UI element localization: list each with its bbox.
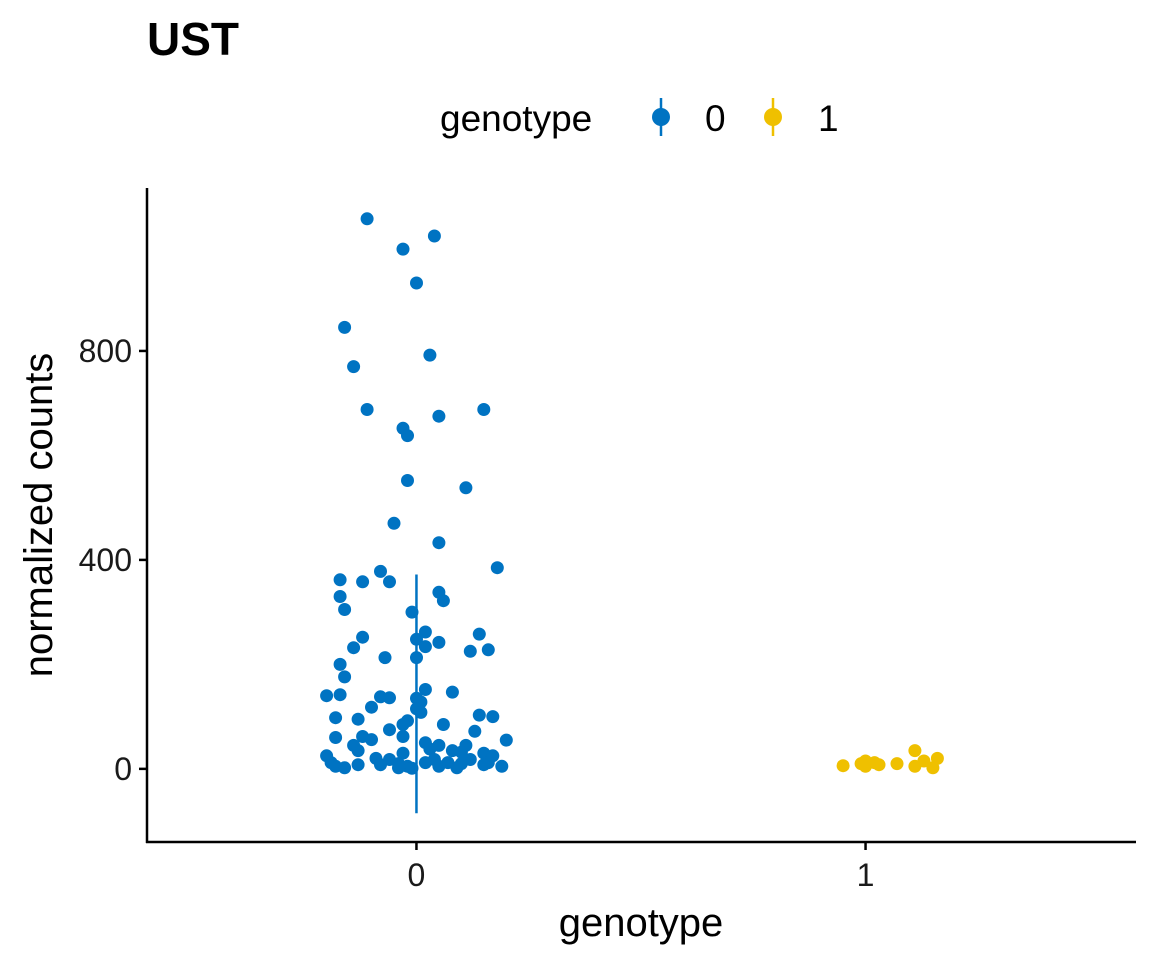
series-1-point [926,761,940,775]
series-0-point [427,229,441,243]
series-0-point [423,348,437,362]
series-0-point [333,657,347,671]
series-0-point [481,643,495,657]
series-0-point [347,360,361,374]
series-0-point [356,575,370,589]
series-0-point [463,644,477,658]
y-tick-label: 0 [114,751,132,787]
series-0-point [396,242,410,256]
series-0-point [333,688,347,702]
series-0-point [490,561,504,575]
series-0-point [436,718,450,731]
series-0-point [351,744,365,758]
series-0-point [454,745,468,759]
series-0-point [418,625,432,639]
series-0-point [383,691,396,705]
series-0-point [365,700,378,714]
series-0-point [418,756,432,770]
series-0-point [338,603,352,616]
series-0-point [445,685,459,699]
series-1-point [890,757,904,771]
series-0-point [405,605,419,619]
legend-title: genotype [440,98,592,139]
chart-title: UST [147,13,239,65]
series-0-point [499,733,513,747]
x-tick-label: 0 [408,857,426,893]
series-0-point [432,759,446,773]
series-0-point [396,746,410,760]
legend-label-1: 1 [818,98,839,139]
series-0-point [477,758,491,772]
series-0-point [477,403,491,416]
series-1-point [908,744,922,758]
series-0-point [365,733,378,747]
series-0-point [392,761,405,775]
series-0-point [374,758,387,772]
series-1-point [836,759,850,773]
y-tick-label: 400 [79,542,132,578]
series-0-point [347,641,361,655]
series-0-point [450,761,464,775]
series-0-point [414,705,428,719]
series-0-point [338,320,352,334]
y-tick-label: 800 [79,333,132,369]
x-tick-label: 1 [857,857,875,893]
series-0-point [432,536,446,550]
legend-key-0 [652,98,670,136]
series-0-point [351,712,365,726]
series-0-point [396,718,410,731]
series-0-point [387,516,401,530]
series-0-point [410,651,423,665]
series-0-point [472,627,486,641]
legend: genotype 0 1 [440,98,839,139]
series-0-point [378,651,392,665]
series-0-point [423,742,437,756]
series-0-point [436,594,450,608]
series-0-point [360,212,374,226]
series-0-point [374,564,387,578]
series-1-point [908,759,922,773]
series-1-point [872,758,886,772]
series-0-point [329,731,343,744]
series-0-point [338,761,352,775]
series-0-point [432,635,446,649]
series-0-point [338,670,352,684]
plot-area [320,212,944,814]
series-0-point [320,689,334,703]
series-0-point [329,711,343,725]
series-0-point [401,429,414,443]
x-axis-title: genotype [559,901,724,945]
series-0-point [410,632,423,646]
series-0-point [472,708,486,722]
series-0-point [468,724,482,738]
y-axis-title: normalized counts [17,353,61,678]
series-0-point [401,474,414,487]
series-0-point [432,409,446,423]
legend-key-1-dot [764,108,782,126]
series-0-point [418,683,432,696]
axes: 0 400 800 0 1 [79,333,875,893]
series-0-point [418,640,432,654]
series-0-point [396,730,410,743]
series-0-point [333,590,347,603]
series-0-point [495,759,509,773]
series-0-point [405,761,419,775]
series-0-point [351,758,365,772]
legend-label-0: 0 [705,98,726,139]
series-0-point [486,710,500,724]
series-0-point [459,481,473,495]
legend-key-0-dot [652,108,670,126]
series-0-point [410,276,423,290]
series-0-point [356,630,370,644]
series-0-point [333,573,347,587]
series-0-point [360,403,374,416]
series-0-point [383,723,396,737]
series-1-point [859,759,872,773]
legend-key-1 [764,98,782,136]
series-0-point [383,575,396,589]
